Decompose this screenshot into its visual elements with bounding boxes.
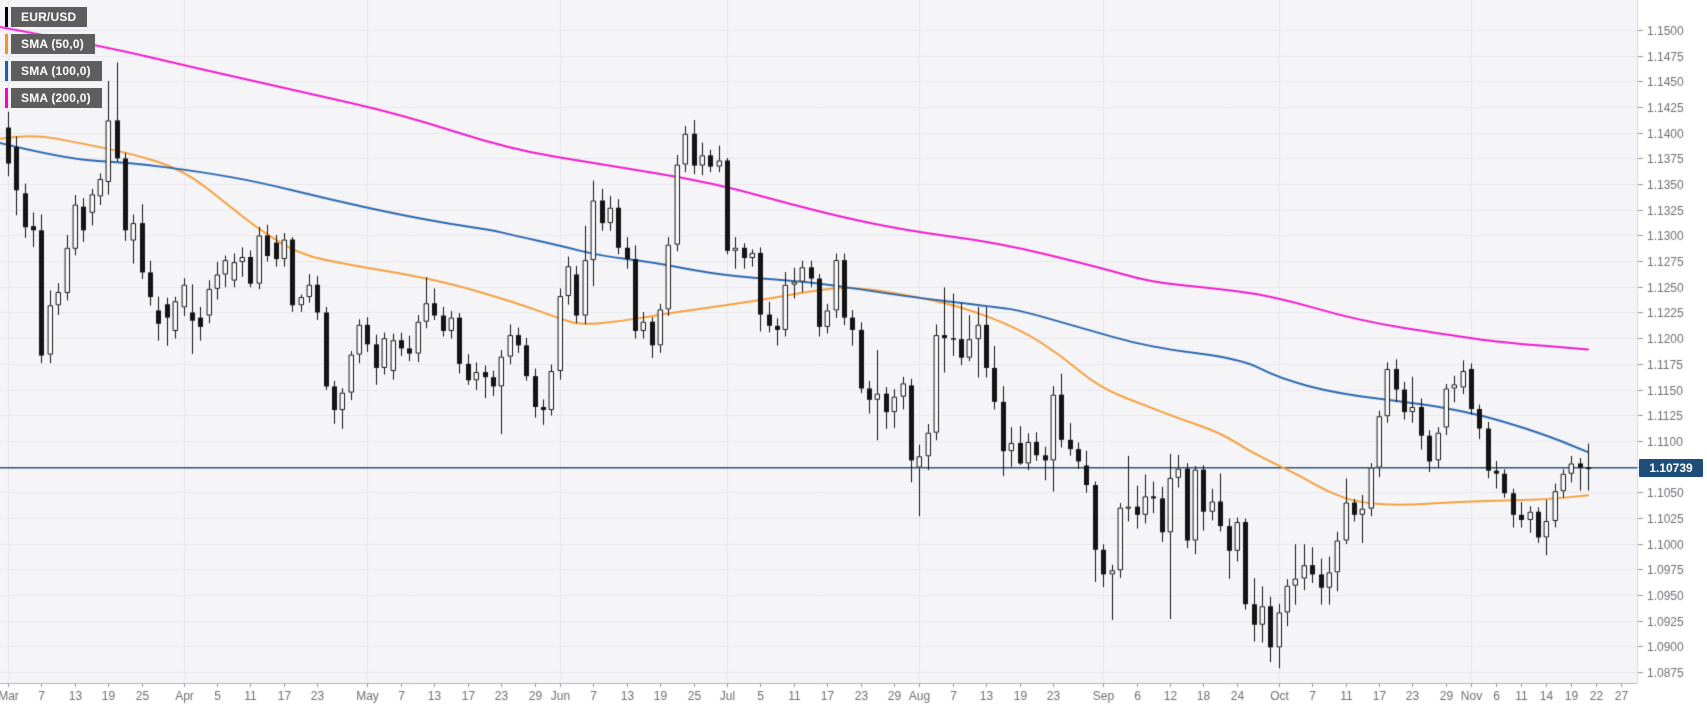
legend-item-sma100[interactable]: SMA (100,0) — [5, 61, 102, 81]
series-marker-price — [5, 7, 8, 27]
legend-item-sma200[interactable]: SMA (200,0) — [5, 88, 102, 108]
legend-label-sma200: SMA (200,0) — [11, 88, 102, 108]
legend-item-sma50[interactable]: SMA (50,0) — [5, 34, 102, 54]
legend-label-symbol: EUR/USD — [11, 7, 88, 27]
legend-label-sma50: SMA (50,0) — [11, 34, 95, 54]
chart-legend: EUR/USD SMA (50,0) SMA (100,0) SMA (200,… — [5, 7, 102, 115]
legend-label-sma100: SMA (100,0) — [11, 61, 102, 81]
legend-item-symbol[interactable]: EUR/USD — [5, 7, 102, 27]
current-price-badge: 1.10739 — [1639, 459, 1703, 477]
series-marker-sma200 — [5, 88, 8, 108]
series-marker-sma100 — [5, 61, 8, 81]
series-marker-sma50 — [5, 34, 8, 54]
